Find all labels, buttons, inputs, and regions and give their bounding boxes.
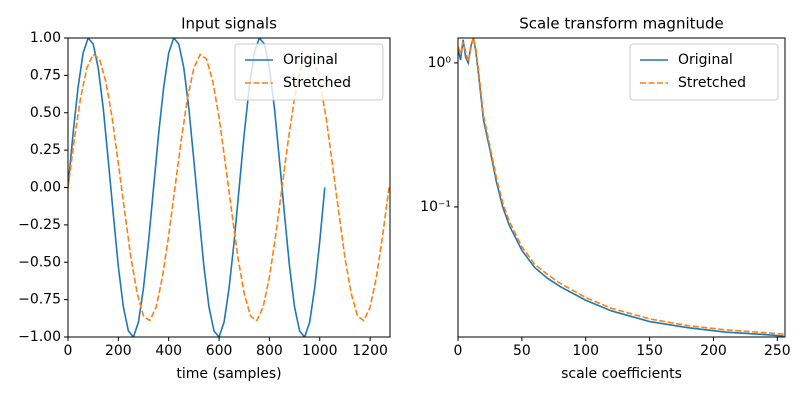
axes-frame <box>457 37 786 338</box>
x-tick-label: 0 <box>454 343 463 359</box>
x-tick-label: 100 <box>572 343 599 359</box>
y-tick-label: 1.00 <box>30 30 61 46</box>
chart-title: Input signals <box>181 15 277 33</box>
y-tick-label: 0.25 <box>30 142 61 158</box>
legend-label: Stretched <box>283 75 351 91</box>
y-tick-label: 0.00 <box>30 180 61 196</box>
x-tick-label: 400 <box>155 343 182 359</box>
x-tick-label: 800 <box>256 343 283 359</box>
legend-label: Original <box>283 52 338 68</box>
y-tick-label: −0.50 <box>18 254 61 270</box>
legend-label: Stretched <box>678 75 746 91</box>
chart-title: Scale transform magnitude <box>519 15 724 33</box>
y-tick-label: 0.50 <box>30 105 61 121</box>
x-tick-label: 200 <box>700 343 727 359</box>
y-tick-label: 0.75 <box>30 67 61 83</box>
y-tick-label: 10⁰ <box>428 55 452 71</box>
series-line <box>68 53 390 322</box>
legend-box <box>234 43 384 101</box>
series-line <box>458 38 784 335</box>
x-tick-label: 600 <box>206 343 233 359</box>
x-axis-label: scale coefficients <box>561 366 682 382</box>
y-tick-label: −1.00 <box>18 329 61 345</box>
y-tick-label: −0.75 <box>18 292 61 308</box>
legend-label: Original <box>678 52 733 68</box>
y-tick-label: −0.25 <box>18 217 61 233</box>
y-tick-label: 10⁻¹ <box>420 199 451 215</box>
x-tick-label: 1000 <box>302 343 338 359</box>
x-tick-label: 200 <box>105 343 132 359</box>
axes-frame <box>67 37 391 338</box>
legend-box <box>629 43 779 101</box>
x-tick-label: 50 <box>513 343 531 359</box>
x-tick-label: 150 <box>636 343 663 359</box>
x-axis-label: time (samples) <box>176 366 281 382</box>
x-tick-label: 250 <box>764 343 791 359</box>
x-tick-label: 1200 <box>352 343 388 359</box>
x-tick-label: 0 <box>64 343 73 359</box>
